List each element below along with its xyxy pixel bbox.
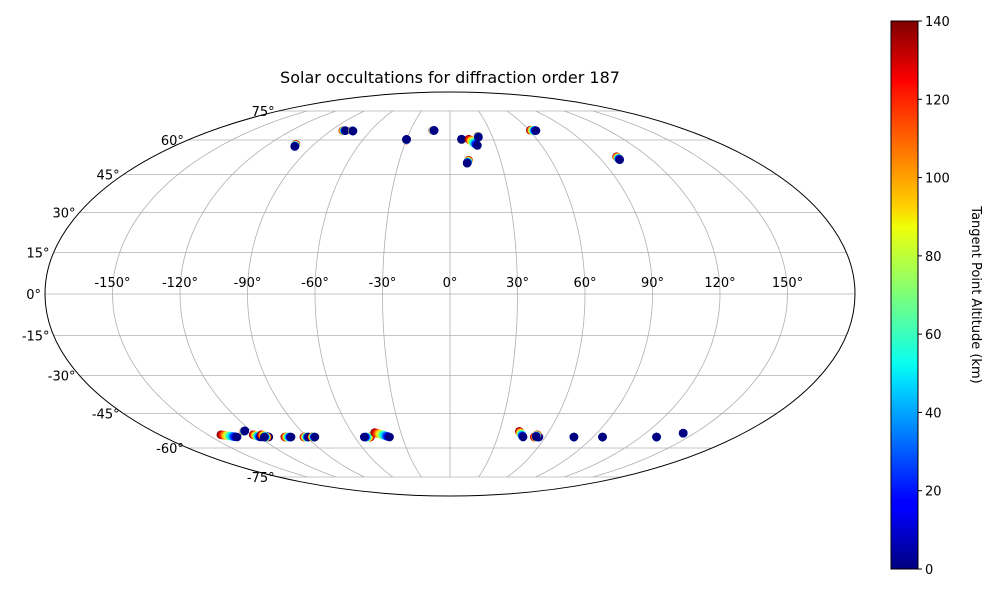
- meridian-line: [247, 110, 365, 478]
- meridian-line: [592, 110, 788, 478]
- occultation-track: [402, 135, 411, 145]
- occultation-track: [531, 430, 542, 441]
- colorbar-tick-label: 100: [925, 172, 950, 187]
- y-tick-label: 0°: [26, 288, 41, 303]
- x-tick-label: -30°: [369, 276, 397, 291]
- occultation-track: [462, 155, 473, 168]
- y-tick-label: 15°: [27, 247, 50, 262]
- data-point: [341, 126, 350, 135]
- data-point: [457, 134, 466, 144]
- occultation-track: [347, 126, 358, 136]
- data-point: [615, 155, 625, 164]
- meridian-line: [314, 110, 394, 478]
- data-point: [531, 126, 541, 135]
- y-tick-label: 45°: [97, 168, 120, 183]
- y-tick-label: -30°: [48, 370, 76, 385]
- y-tick-label: -45°: [92, 408, 120, 423]
- data-point: [473, 141, 482, 150]
- data-point: [402, 135, 411, 144]
- data-point: [385, 432, 394, 442]
- occultation-track: [473, 131, 483, 142]
- x-tick-label: 0°: [443, 276, 458, 291]
- occultation-track: [612, 152, 625, 164]
- colorbar: 0 20 40 60 80 100 120 140 Tangent Point Altitud…: [890, 15, 983, 578]
- map-outline: [44, 91, 856, 497]
- chart-title: Solar occultations for diffraction order…: [280, 68, 620, 87]
- data-point: [240, 426, 250, 436]
- x-tick-label: 60°: [573, 276, 596, 291]
- meridian-line: [179, 110, 336, 478]
- x-tick-label: 90°: [641, 276, 664, 291]
- x-tick-label: -60°: [301, 276, 329, 291]
- occultation-points: [216, 125, 688, 442]
- x-tick-label: 30°: [506, 276, 529, 291]
- colorbar-tick-label: 140: [925, 15, 950, 30]
- graticule: [45, 110, 855, 478]
- data-point: [462, 158, 472, 168]
- occultation-track: [216, 430, 242, 442]
- meridian-line: [506, 110, 586, 478]
- occultation-track: [338, 126, 350, 135]
- colorbar-tick-label: 120: [925, 93, 950, 108]
- data-point: [232, 432, 242, 442]
- data-point: [518, 432, 528, 442]
- data-point: [598, 432, 607, 442]
- data-point: [290, 142, 300, 151]
- occultation-track: [678, 428, 688, 438]
- longitude-tick-labels: -150° -120° -90° -60° -30° 0° 30° 60° 90° 120° 150…: [94, 276, 803, 291]
- data-point: [474, 132, 483, 142]
- meridian-line: [535, 110, 653, 478]
- y-tick-label: -15°: [22, 329, 50, 344]
- y-tick-label: 60°: [161, 134, 184, 149]
- data-point: [429, 126, 439, 135]
- colorbar-tick-label: 0: [925, 563, 933, 578]
- colorbar-ticks: 0 20 40 60 80 100 120 140: [918, 15, 950, 578]
- data-point: [569, 432, 579, 442]
- meridian-line: [382, 110, 422, 478]
- meridian-line: [478, 110, 518, 478]
- x-tick-label: -120°: [162, 276, 198, 291]
- latitude-tick-labels: -75° -60° -45° -30° -15° 0° 15° 30° 45° 60° 75°: [22, 105, 275, 486]
- occultation-track: [307, 432, 320, 442]
- occultation-track: [569, 432, 579, 442]
- occultation-track: [652, 432, 661, 442]
- meridian-line: [112, 110, 308, 478]
- colorbar-tick-label: 40: [925, 406, 942, 421]
- occultation-track: [359, 432, 375, 442]
- data-point: [531, 432, 541, 441]
- colorbar-tick-label: 20: [925, 485, 942, 500]
- data-point: [259, 432, 269, 442]
- occultation-track: [598, 432, 607, 442]
- y-tick-label: -60°: [156, 442, 184, 457]
- occultation-track: [280, 432, 296, 442]
- data-point: [286, 432, 296, 442]
- occultation-track: [515, 427, 528, 442]
- x-tick-label: 150°: [772, 276, 803, 291]
- y-tick-label: 75°: [252, 105, 275, 120]
- colorbar-tick-label: 60: [925, 328, 942, 343]
- colorbar-tick-label: 80: [925, 250, 942, 265]
- colorbar-label: Tangent Point Altitude (km): [968, 205, 983, 383]
- colorbar-gradient: [890, 20, 919, 570]
- y-tick-label: -75°: [247, 471, 275, 486]
- occultation-track: [239, 426, 250, 436]
- occultation-track: [428, 126, 439, 135]
- x-tick-label: 120°: [704, 276, 735, 291]
- x-tick-label: -90°: [234, 276, 262, 291]
- meridian-line: [564, 110, 721, 478]
- data-point: [348, 126, 358, 136]
- occultation-track: [259, 432, 272, 442]
- data-point: [310, 432, 320, 442]
- data-point: [678, 428, 688, 438]
- y-tick-label: 30°: [52, 206, 75, 221]
- data-point: [652, 432, 661, 442]
- occultation-track: [290, 140, 301, 151]
- x-tick-label: -150°: [94, 276, 130, 291]
- data-point: [359, 432, 369, 442]
- occultation-track: [370, 428, 394, 442]
- occultation-track: [457, 134, 466, 144]
- occultation-track: [526, 125, 541, 135]
